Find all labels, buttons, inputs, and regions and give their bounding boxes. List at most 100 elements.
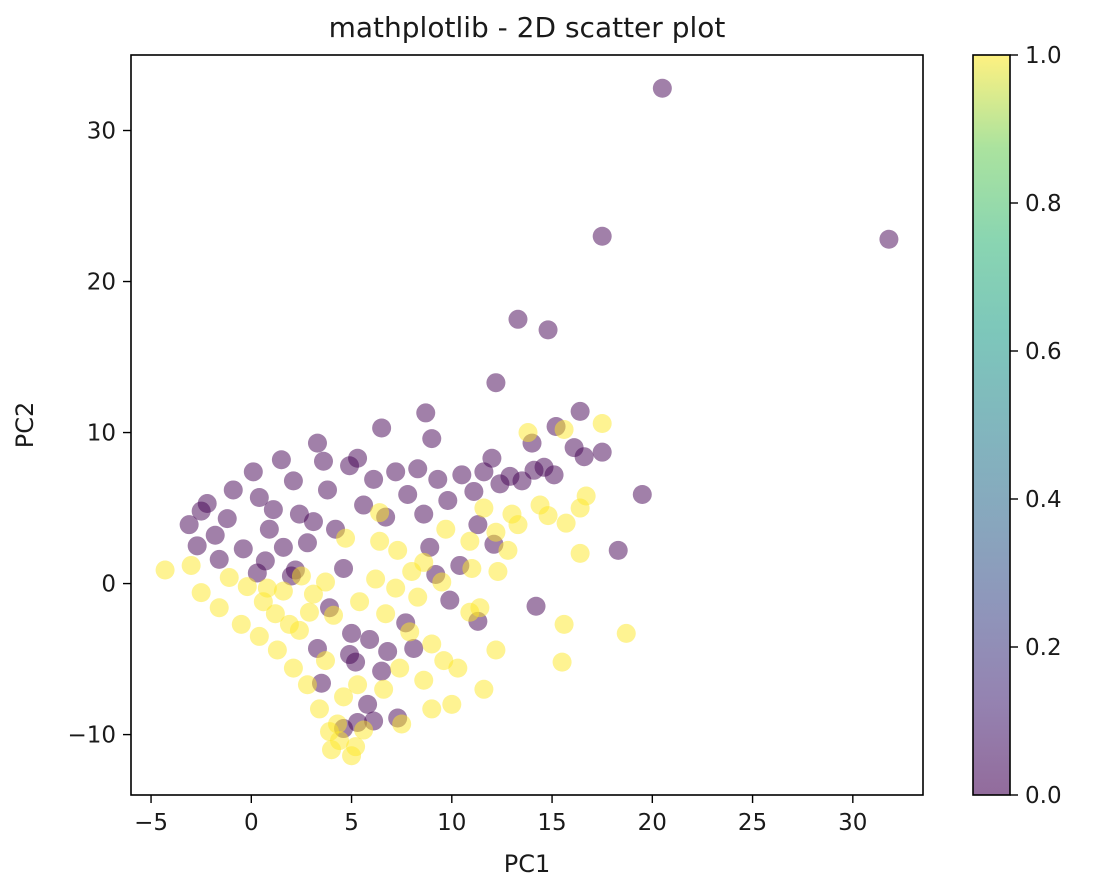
y-axis-label: PC2 (11, 402, 39, 449)
scatter-point (233, 539, 253, 559)
scatter-point (474, 462, 494, 482)
scatter-point (574, 447, 594, 467)
scatter-point (247, 563, 267, 583)
scatter-point (267, 640, 287, 660)
scatter-point (390, 658, 410, 678)
scatter-point (297, 533, 317, 553)
scatter-point (209, 549, 229, 569)
scatter-point (392, 714, 412, 734)
scatter-point (554, 420, 574, 440)
scatter-point (488, 561, 508, 581)
colorbar-tick-label: 0.6 (1025, 339, 1062, 365)
scatter-point (265, 604, 285, 624)
scatter-point (313, 451, 333, 471)
scatter-point (348, 448, 368, 468)
scatter-point (464, 481, 484, 501)
scatter-point (400, 622, 420, 642)
scatter-point (570, 401, 590, 421)
scatter-point (311, 673, 331, 693)
colorbar-tick-label: 0.2 (1025, 635, 1062, 661)
scatter-point (181, 555, 201, 575)
scatter-point (422, 699, 442, 719)
scatter-point (283, 471, 303, 491)
scatter-point (452, 465, 472, 485)
scatter-point (408, 459, 428, 479)
scatter-point (462, 558, 482, 578)
x-tick-label: 0 (244, 810, 259, 836)
y-axis-ticks: −10 0 10 20 30 (67, 119, 131, 749)
scatter-point (652, 78, 672, 98)
scatter-point (350, 592, 370, 612)
scatter-point (191, 501, 211, 521)
scatter-point (342, 623, 362, 643)
scatter-point (468, 515, 488, 535)
scatter-point (554, 614, 574, 634)
scatter-point (538, 506, 558, 526)
scatter-point (498, 540, 518, 560)
scatter-point (315, 651, 335, 671)
scatter-point (592, 442, 612, 462)
scatter-point (440, 590, 460, 610)
scatter-point (315, 572, 335, 592)
scatter-point (179, 515, 199, 535)
scatter-point (448, 658, 468, 678)
scatter-point (474, 679, 494, 699)
scatter-point (309, 699, 329, 719)
scatter-point (372, 418, 392, 438)
scatter-point (386, 462, 406, 482)
scatter-point (303, 584, 323, 604)
scatter-point (556, 513, 576, 533)
x-tick-label: 20 (638, 810, 667, 836)
scatter-point (486, 522, 506, 542)
scatter-point (518, 423, 538, 443)
scatter-point (360, 629, 380, 649)
scatter-point (376, 604, 396, 624)
scatter-point (155, 560, 175, 580)
scatter-point (317, 480, 337, 500)
scatter-point (297, 675, 317, 695)
scatter-point (416, 403, 436, 423)
scatter-point (259, 519, 279, 539)
scatter-point (486, 373, 506, 393)
scatter-point (223, 480, 243, 500)
scatter-point (231, 614, 251, 634)
scatter-point (414, 504, 434, 524)
scatter-point (370, 531, 390, 551)
scatter-point (552, 652, 572, 672)
scatter-point (336, 528, 356, 548)
y-tick-label: −10 (67, 723, 116, 749)
scatter-point (291, 566, 311, 586)
scatter-points (155, 78, 899, 766)
scatter-point (386, 578, 406, 598)
x-tick-label: 15 (537, 810, 566, 836)
scatter-point (289, 504, 309, 524)
scatter-point (372, 661, 392, 681)
scatter-point (408, 587, 428, 607)
scatter-point (508, 309, 528, 329)
scatter-point (374, 679, 394, 699)
scatter-point (438, 491, 458, 511)
scatter-point (219, 568, 239, 588)
x-tick-label: 5 (344, 810, 359, 836)
scatter-point (257, 578, 277, 598)
scatter-point (576, 486, 596, 506)
y-tick-label: 10 (87, 421, 116, 447)
scatter-point (303, 512, 323, 532)
scatter-point (616, 623, 636, 643)
colorbar-tick-label: 1.0 (1025, 43, 1062, 69)
scatter-point (422, 429, 442, 449)
scatter-point (366, 569, 386, 589)
scatter-point (434, 651, 454, 671)
y-tick-label: 0 (101, 572, 116, 598)
scatter-point (436, 519, 456, 539)
scatter-point (460, 602, 480, 622)
scatter-point (442, 694, 462, 714)
scatter-point (592, 226, 612, 246)
scatter-point (328, 714, 348, 734)
scatter-point (422, 634, 442, 654)
scatter-point (404, 639, 424, 659)
scatter-point (324, 605, 344, 625)
scatter-point (217, 509, 237, 529)
x-axis-label: PC1 (504, 850, 551, 878)
